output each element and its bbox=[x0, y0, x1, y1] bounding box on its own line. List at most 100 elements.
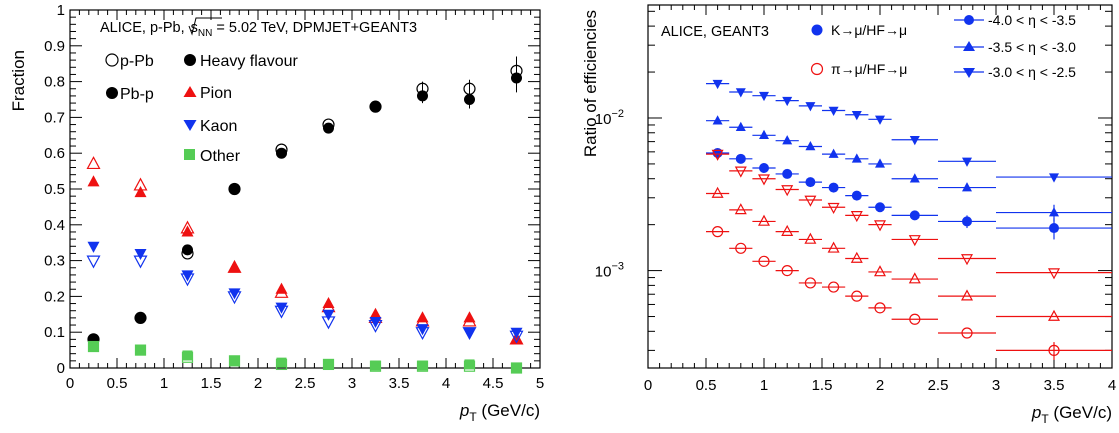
data-point-pion bbox=[874, 302, 886, 314]
x-tick-label: 0.5 bbox=[107, 375, 128, 392]
data-point-other-Pb-p bbox=[464, 359, 475, 370]
y-tick-label: 0.5 bbox=[44, 181, 65, 198]
data-point-pion-Pb-p bbox=[463, 311, 476, 323]
data-point-other-Pb-p bbox=[182, 350, 193, 361]
x-tick-label: 1 bbox=[160, 375, 168, 392]
legend-marker-square bbox=[184, 149, 195, 160]
left-x-axis-label: pT (GeV/c) bbox=[459, 401, 540, 424]
data-point-pion bbox=[711, 186, 724, 198]
data-point-kaon bbox=[962, 157, 972, 167]
legend-marker-open-circle bbox=[810, 62, 824, 76]
data-point-other-Pb-p bbox=[323, 359, 334, 370]
y-tick-label: 1 bbox=[57, 2, 65, 19]
data-point-pion bbox=[735, 242, 747, 254]
x-tick-label: 2 bbox=[254, 375, 262, 392]
data-point-kaon-p-Pb bbox=[86, 255, 101, 269]
legend-label: Kaon bbox=[200, 118, 237, 135]
y-tick-label: 0.7 bbox=[44, 109, 65, 126]
legend-label: π→μ/HF→μ bbox=[831, 61, 907, 77]
legend-entry-eta-1: -4.0 < η < -3.5 bbox=[954, 12, 1076, 28]
legend-marker-triangle-up bbox=[183, 86, 197, 97]
legend-entry-pion: Pion bbox=[183, 85, 232, 102]
data-point-pion bbox=[850, 251, 863, 263]
data-point-other-Pb-p bbox=[88, 341, 99, 352]
sqrt-symbol bbox=[188, 17, 222, 36]
data-point-pion bbox=[851, 290, 863, 302]
data-point-kaon bbox=[851, 190, 862, 201]
legend-label: Heavy flavour bbox=[200, 53, 298, 70]
left-legend: p-Pb Pb-p Heavy flavour Pion Kaon Other bbox=[105, 53, 298, 165]
legend-label: -3.0 < η < -2.5 bbox=[988, 64, 1076, 80]
data-point-kaon bbox=[962, 182, 972, 192]
data-point-pion bbox=[781, 185, 794, 197]
data-point-kaon-Pb-p bbox=[275, 302, 288, 314]
data-point-kaon-Pb-p bbox=[416, 324, 429, 336]
right-legend: K→μ/HF→μ π→μ/HF→μ -4.0 < η < -3.5 -3.5 <… bbox=[810, 12, 1076, 80]
data-point-hf-Pb-p bbox=[135, 312, 146, 324]
legend-entry-heavy-flavour: Heavy flavour bbox=[184, 53, 298, 70]
data-point-pion bbox=[781, 264, 793, 277]
data-point-pion bbox=[873, 265, 887, 277]
data-point-hf-Pb-p bbox=[511, 72, 522, 84]
data-point-pion bbox=[960, 254, 974, 266]
data-point-pion-Pb-p bbox=[322, 296, 335, 309]
legend-marker-triangle-down bbox=[183, 120, 197, 131]
data-point-hf-Pb-p bbox=[370, 101, 381, 113]
legend-entry-kaon-hf: K→μ/HF→μ bbox=[811, 22, 907, 38]
left-panel-fraction-chart: 0 0.5 1 1.5 2 2.5 3 3.5 4 4.5 5 0 0.1 0.2 0.3 0.4 0.5 0.6… bbox=[9, 2, 544, 424]
data-point-kaon bbox=[962, 216, 972, 227]
x-tick-label: 1 bbox=[760, 377, 768, 394]
x-tick-label: 0 bbox=[644, 377, 652, 394]
y-tick-label: 0.6 bbox=[44, 145, 65, 162]
right-panel-efficiency-ratio-chart: 0 0.5 1 1.5 2 2.5 3 3.5 410−210−3 ALICE, GEANT3 … bbox=[581, 4, 1116, 426]
data-point-pion bbox=[908, 235, 921, 247]
data-point-pion bbox=[757, 214, 771, 226]
legend-entry-pion-hf: π→μ/HF→μ bbox=[810, 61, 907, 77]
data-point-kaon bbox=[782, 96, 793, 107]
data-point-pion-Pb-p bbox=[416, 311, 429, 323]
data-point-hf-Pb-p bbox=[323, 122, 334, 134]
y-tick-label: 0 bbox=[57, 360, 65, 377]
data-point-hf-Pb-p bbox=[276, 147, 287, 159]
y-tick-label: 0.8 bbox=[44, 74, 65, 91]
legend-label: -3.5 < η < -3.0 bbox=[988, 39, 1076, 55]
data-point-pion bbox=[909, 313, 921, 325]
y-tick-label: 10−2 bbox=[595, 108, 624, 128]
data-point-kaon-Pb-p bbox=[87, 241, 100, 253]
data-point-pion bbox=[827, 202, 840, 215]
data-point-pion bbox=[804, 277, 817, 289]
legend-marker-triangle-down bbox=[963, 68, 975, 78]
data-point-pion bbox=[711, 149, 724, 161]
data-point-kaon bbox=[909, 173, 920, 183]
data-point-pion-Pb-p bbox=[275, 282, 288, 294]
data-point-pion bbox=[757, 174, 771, 186]
x-tick-label: 1.5 bbox=[201, 375, 222, 392]
data-point-pion bbox=[850, 211, 863, 223]
right-plot-frame bbox=[647, 4, 1113, 369]
x-tick-label: 2.5 bbox=[928, 377, 949, 394]
x-tick-label: 4 bbox=[442, 375, 450, 392]
data-point-kaon bbox=[805, 102, 816, 112]
data-point-kaon-Pb-p bbox=[228, 288, 241, 300]
data-point-kaon bbox=[759, 91, 769, 102]
data-point-kaon bbox=[828, 182, 839, 193]
data-point-kaon bbox=[875, 115, 885, 125]
data-point-kaon bbox=[851, 111, 862, 121]
right-y-axis-label: Ratio of efficiencies bbox=[581, 10, 600, 157]
left-y-axis-label: Fraction bbox=[9, 50, 28, 111]
data-point-pion bbox=[961, 327, 973, 339]
legend-marker-filled-circle bbox=[184, 54, 196, 66]
data-point-kaon-Pb-p bbox=[322, 309, 335, 321]
right-x-axis-label: pT (GeV/c) bbox=[1031, 403, 1112, 426]
data-point-pion bbox=[827, 241, 840, 253]
y-tick-label: 0.1 bbox=[44, 324, 65, 341]
x-tick-label: 4 bbox=[1108, 377, 1116, 394]
data-point-kaon-Pb-p bbox=[510, 327, 523, 339]
y-tick-label: 0.4 bbox=[44, 217, 65, 234]
x-tick-label: 3 bbox=[348, 375, 356, 392]
legend-entry-p-pb: p-Pb bbox=[105, 53, 154, 70]
x-tick-label: 3.5 bbox=[1044, 377, 1065, 394]
data-point-pion-Pb-p bbox=[134, 185, 147, 198]
data-point-kaon bbox=[1049, 173, 1059, 183]
legend-marker-open-circle bbox=[105, 53, 119, 67]
